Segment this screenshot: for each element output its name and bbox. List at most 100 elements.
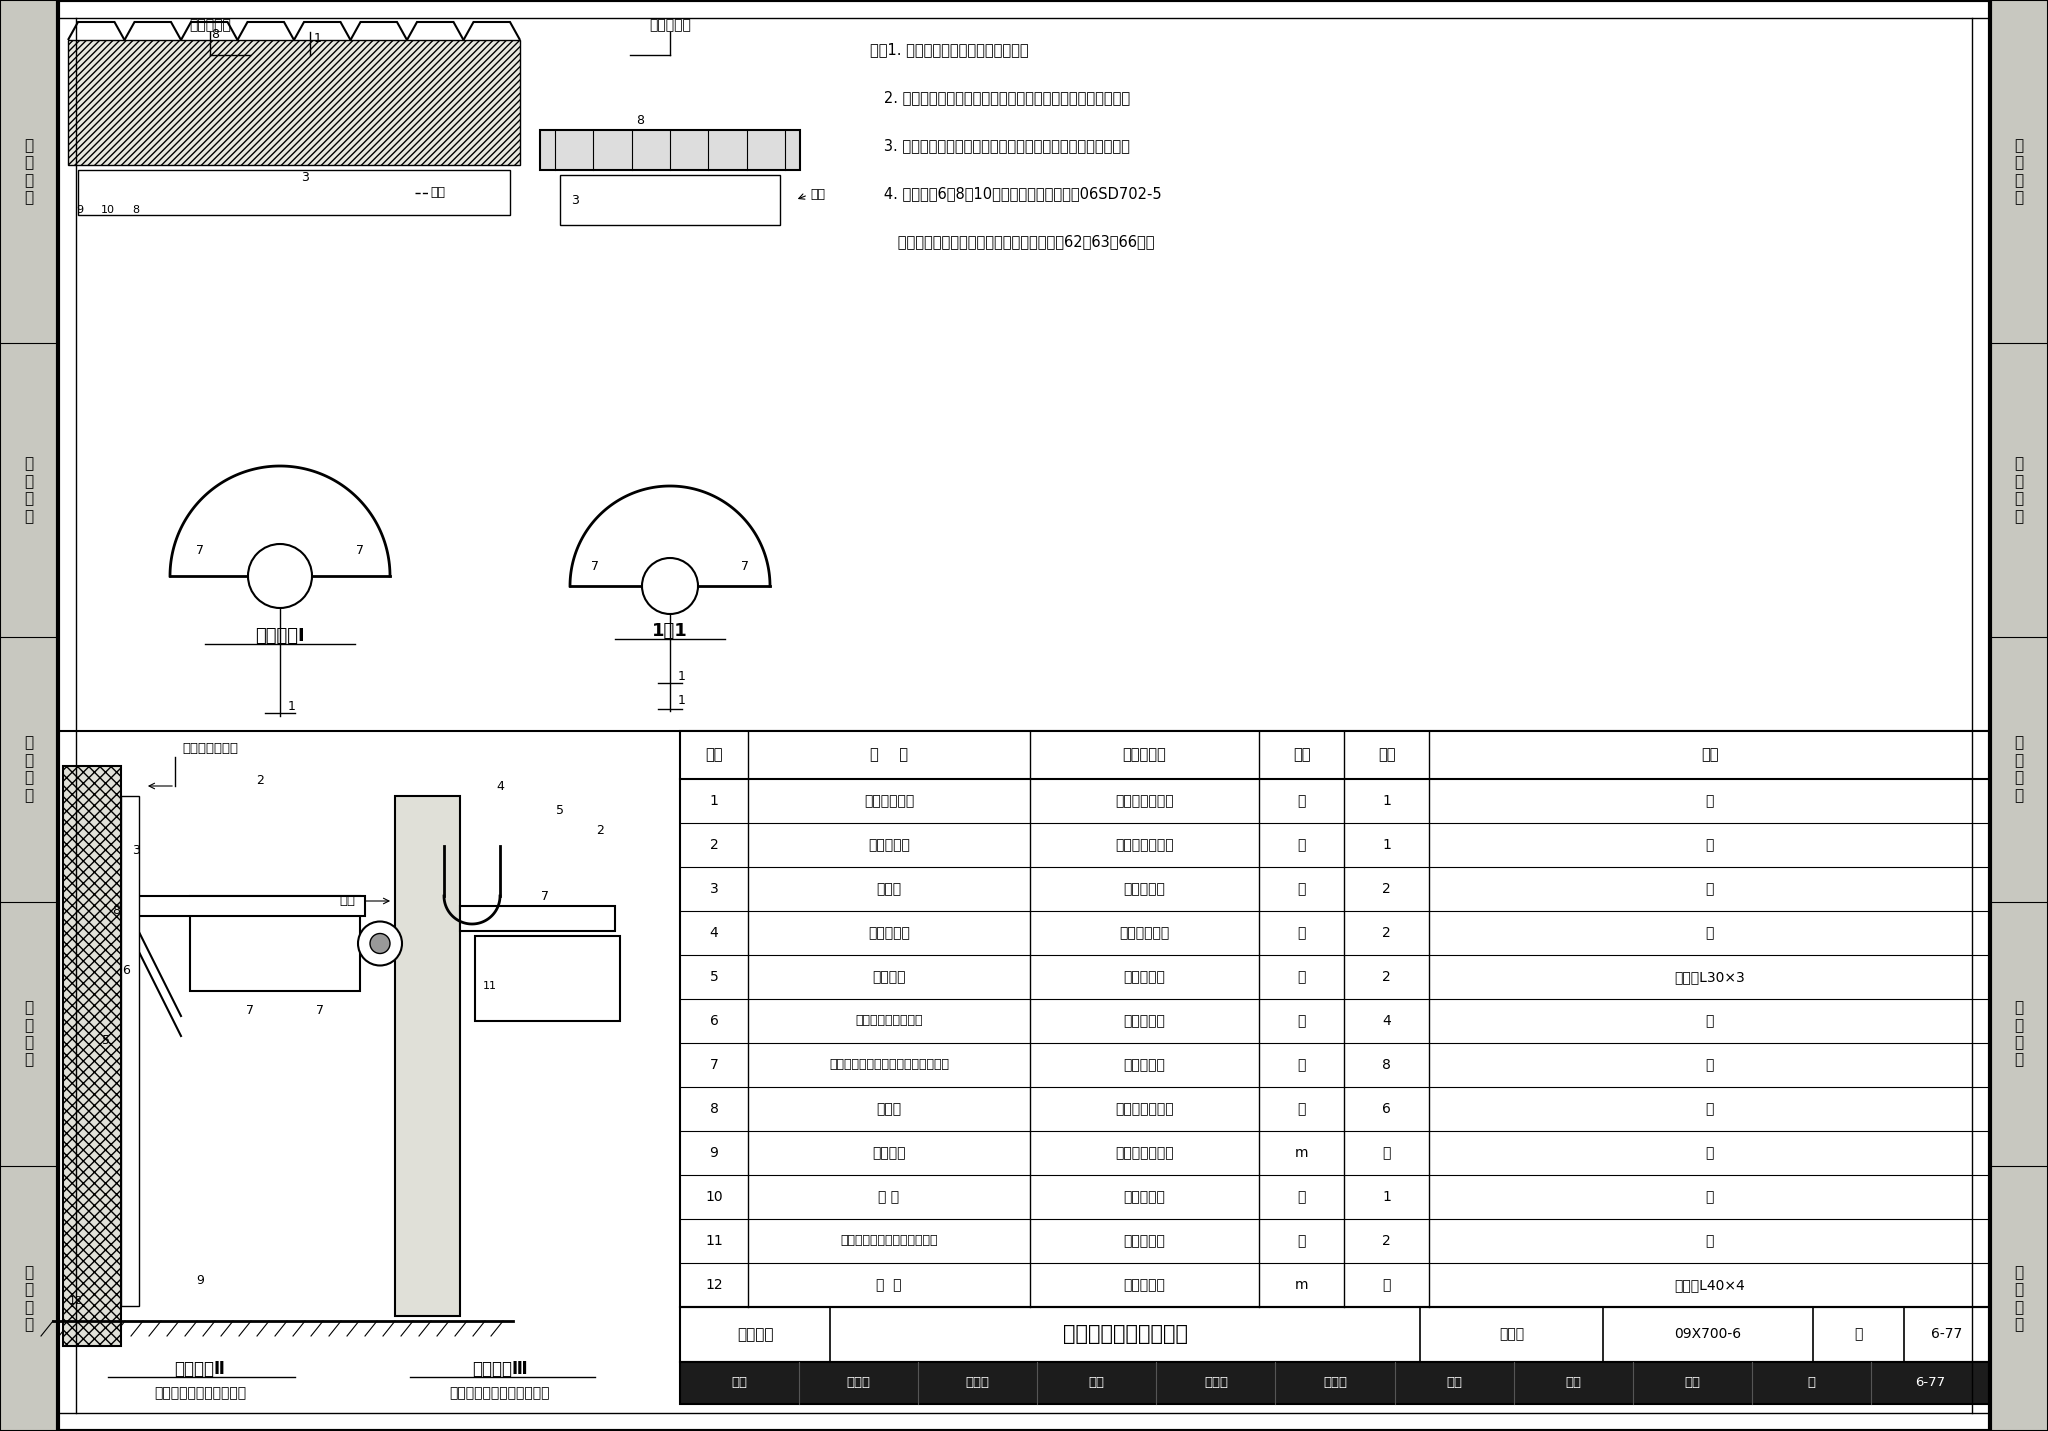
Text: 6: 6 xyxy=(709,1015,719,1027)
Text: 供
电
电
源: 供 电 电 源 xyxy=(25,1000,33,1068)
Text: 设计: 设计 xyxy=(1446,1377,1462,1390)
Text: 套: 套 xyxy=(1296,1234,1307,1248)
Text: 梁静: 梁静 xyxy=(1565,1377,1581,1390)
Text: 1: 1 xyxy=(313,31,322,44)
Text: 闫志平: 闫志平 xyxy=(1323,1377,1348,1390)
Bar xyxy=(461,906,614,932)
Text: 2: 2 xyxy=(256,774,264,787)
Text: 防
雷
接
地: 防 雷 接 地 xyxy=(25,139,33,205)
Bar xyxy=(475,936,621,1020)
Text: 2: 2 xyxy=(1382,926,1391,940)
Text: 审核: 审核 xyxy=(731,1377,748,1390)
Text: 安装方式Ⅲ: 安装方式Ⅲ xyxy=(473,1359,528,1378)
Text: 施工单位选: 施工单位选 xyxy=(1124,970,1165,985)
Text: 4. 材料表中6、8、10号零部件大样图可参见06SD702-5: 4. 材料表中6、8、10号零部件大样图可参见06SD702-5 xyxy=(870,186,1161,202)
Text: 备注: 备注 xyxy=(1702,747,1718,763)
Text: 10: 10 xyxy=(705,1191,723,1203)
Text: 个: 个 xyxy=(1296,926,1307,940)
Text: 1: 1 xyxy=(289,700,297,713)
Text: 由工程设计确定: 由工程设计确定 xyxy=(1114,1146,1174,1161)
Text: 4: 4 xyxy=(496,780,504,793)
Text: 7: 7 xyxy=(741,560,750,572)
Text: 3: 3 xyxy=(301,170,309,185)
Bar xyxy=(559,175,780,225)
Text: 2. 角钢支架尺寸根据摄像机的大小和质量而确定，现场制作。: 2. 角钢支架尺寸根据摄像机的大小和质量而确定，现场制作。 xyxy=(870,90,1130,106)
Text: （摄像机钢柱上支架安装）: （摄像机钢柱上支架安装） xyxy=(451,1387,551,1400)
Text: 由工程设计确定: 由工程设计确定 xyxy=(1114,1102,1174,1116)
Text: 2: 2 xyxy=(596,824,604,837)
Text: （摄像机墙上支架安装）: （摄像机墙上支架安装） xyxy=(154,1387,246,1400)
Text: 个: 个 xyxy=(1296,1102,1307,1116)
Text: 彩钢板屋面: 彩钢板屋面 xyxy=(649,19,690,31)
Text: 7: 7 xyxy=(356,545,365,558)
Bar xyxy=(1991,0,2048,1431)
Text: 图集号: 图集号 xyxy=(1499,1328,1524,1341)
Text: 名    称: 名 称 xyxy=(870,747,907,763)
Text: 2: 2 xyxy=(1382,970,1391,985)
Text: －: － xyxy=(1706,1191,1714,1203)
Text: 8: 8 xyxy=(113,904,121,917)
Text: 校对: 校对 xyxy=(1090,1377,1104,1390)
Text: 螺栓、螺母、弹簧垫圈、垫片: 螺栓、螺母、弹簧垫圈、垫片 xyxy=(840,1235,938,1248)
Text: 角钢支架: 角钢支架 xyxy=(872,970,905,985)
Bar xyxy=(680,1307,1991,1362)
Text: 10: 10 xyxy=(100,205,115,215)
Circle shape xyxy=(641,558,698,614)
Text: 设备安装: 设备安装 xyxy=(737,1327,774,1342)
Bar xyxy=(680,731,1991,1307)
Text: 5: 5 xyxy=(102,1035,111,1047)
Text: 机
房
工
程: 机 房 工 程 xyxy=(2015,1265,2023,1332)
Text: 施工单位选: 施工单位选 xyxy=(1124,881,1165,896)
Text: 梁静: 梁静 xyxy=(1683,1377,1700,1390)
Text: 防
雷
接
地: 防 雷 接 地 xyxy=(2015,139,2023,205)
Text: 不小于L30×3: 不小于L30×3 xyxy=(1675,970,1745,985)
Text: 接线盒: 接线盒 xyxy=(877,881,901,896)
Text: 8: 8 xyxy=(1382,1058,1391,1072)
Text: 6: 6 xyxy=(1382,1102,1391,1116)
Text: 《电气设备在压型钢板、夹芯板上安装》第62、63、66页。: 《电气设备在压型钢板、夹芯板上安装》第62、63、66页。 xyxy=(870,235,1155,249)
Bar xyxy=(541,130,801,170)
Text: 施工单位选: 施工单位选 xyxy=(1124,1234,1165,1248)
Text: 个: 个 xyxy=(1296,1015,1307,1027)
Text: 1: 1 xyxy=(1382,794,1391,809)
Text: 页: 页 xyxy=(1808,1377,1815,1390)
Text: 11: 11 xyxy=(483,982,498,992)
Text: 缆
线
敷
设: 缆 线 敷 设 xyxy=(25,736,33,803)
Text: 页: 页 xyxy=(1853,1328,1864,1341)
Text: 1: 1 xyxy=(678,670,686,683)
Text: 角  钢: 角 钢 xyxy=(877,1278,901,1292)
Text: 高福宝: 高福宝 xyxy=(846,1377,870,1390)
Text: －: － xyxy=(1382,1278,1391,1292)
Text: 注：1. 适用于摄像机在彩钢板上安装。: 注：1. 适用于摄像机在彩钢板上安装。 xyxy=(870,43,1028,57)
Text: 个: 个 xyxy=(1296,839,1307,851)
Text: 闫惠军: 闫惠军 xyxy=(1204,1377,1229,1390)
Text: 安装方式I: 安装方式I xyxy=(256,627,305,645)
Bar xyxy=(395,796,461,1317)
Text: 半圆头螺栓、螺母、弹簧垫圈、垫片: 半圆头螺栓、螺母、弹簧垫圈、垫片 xyxy=(829,1059,948,1072)
Circle shape xyxy=(358,922,401,966)
Text: 8: 8 xyxy=(709,1102,719,1116)
Text: 檩条: 檩条 xyxy=(430,186,444,199)
Text: 个: 个 xyxy=(1296,1191,1307,1203)
Text: 檩条: 檩条 xyxy=(811,189,825,202)
Text: －: － xyxy=(1706,1102,1714,1116)
Bar xyxy=(121,796,139,1307)
Text: 8: 8 xyxy=(211,29,219,41)
Text: 缆
线
敷
设: 缆 线 敷 设 xyxy=(2015,736,2023,803)
Text: －: － xyxy=(1706,1234,1714,1248)
Text: 1－1: 1－1 xyxy=(651,622,688,640)
Text: 型号及规格: 型号及规格 xyxy=(1122,747,1165,763)
Text: －: － xyxy=(1706,1015,1714,1027)
Text: 1: 1 xyxy=(678,694,686,707)
Text: 6-77: 6-77 xyxy=(1931,1328,1962,1341)
Text: 施工单位选: 施工单位选 xyxy=(1124,1058,1165,1072)
Text: 7: 7 xyxy=(246,1005,254,1017)
Text: 个: 个 xyxy=(1296,970,1307,985)
Text: 由工程设计确定: 由工程设计确定 xyxy=(1114,839,1174,851)
Text: 彩钢板专用自攻螺钉: 彩钢板专用自攻螺钉 xyxy=(856,1015,924,1027)
Text: 施工单位选: 施工单位选 xyxy=(1124,1191,1165,1203)
Text: 3. 彩钢板专用自攻螺钉、拉铆钉的选用应满足安装强度要求。: 3. 彩钢板专用自攻螺钉、拉铆钉的选用应满足安装强度要求。 xyxy=(870,139,1130,153)
Text: 1: 1 xyxy=(1382,1191,1391,1203)
Text: 6-77: 6-77 xyxy=(1915,1377,1946,1390)
Text: －: － xyxy=(1706,1058,1714,1072)
